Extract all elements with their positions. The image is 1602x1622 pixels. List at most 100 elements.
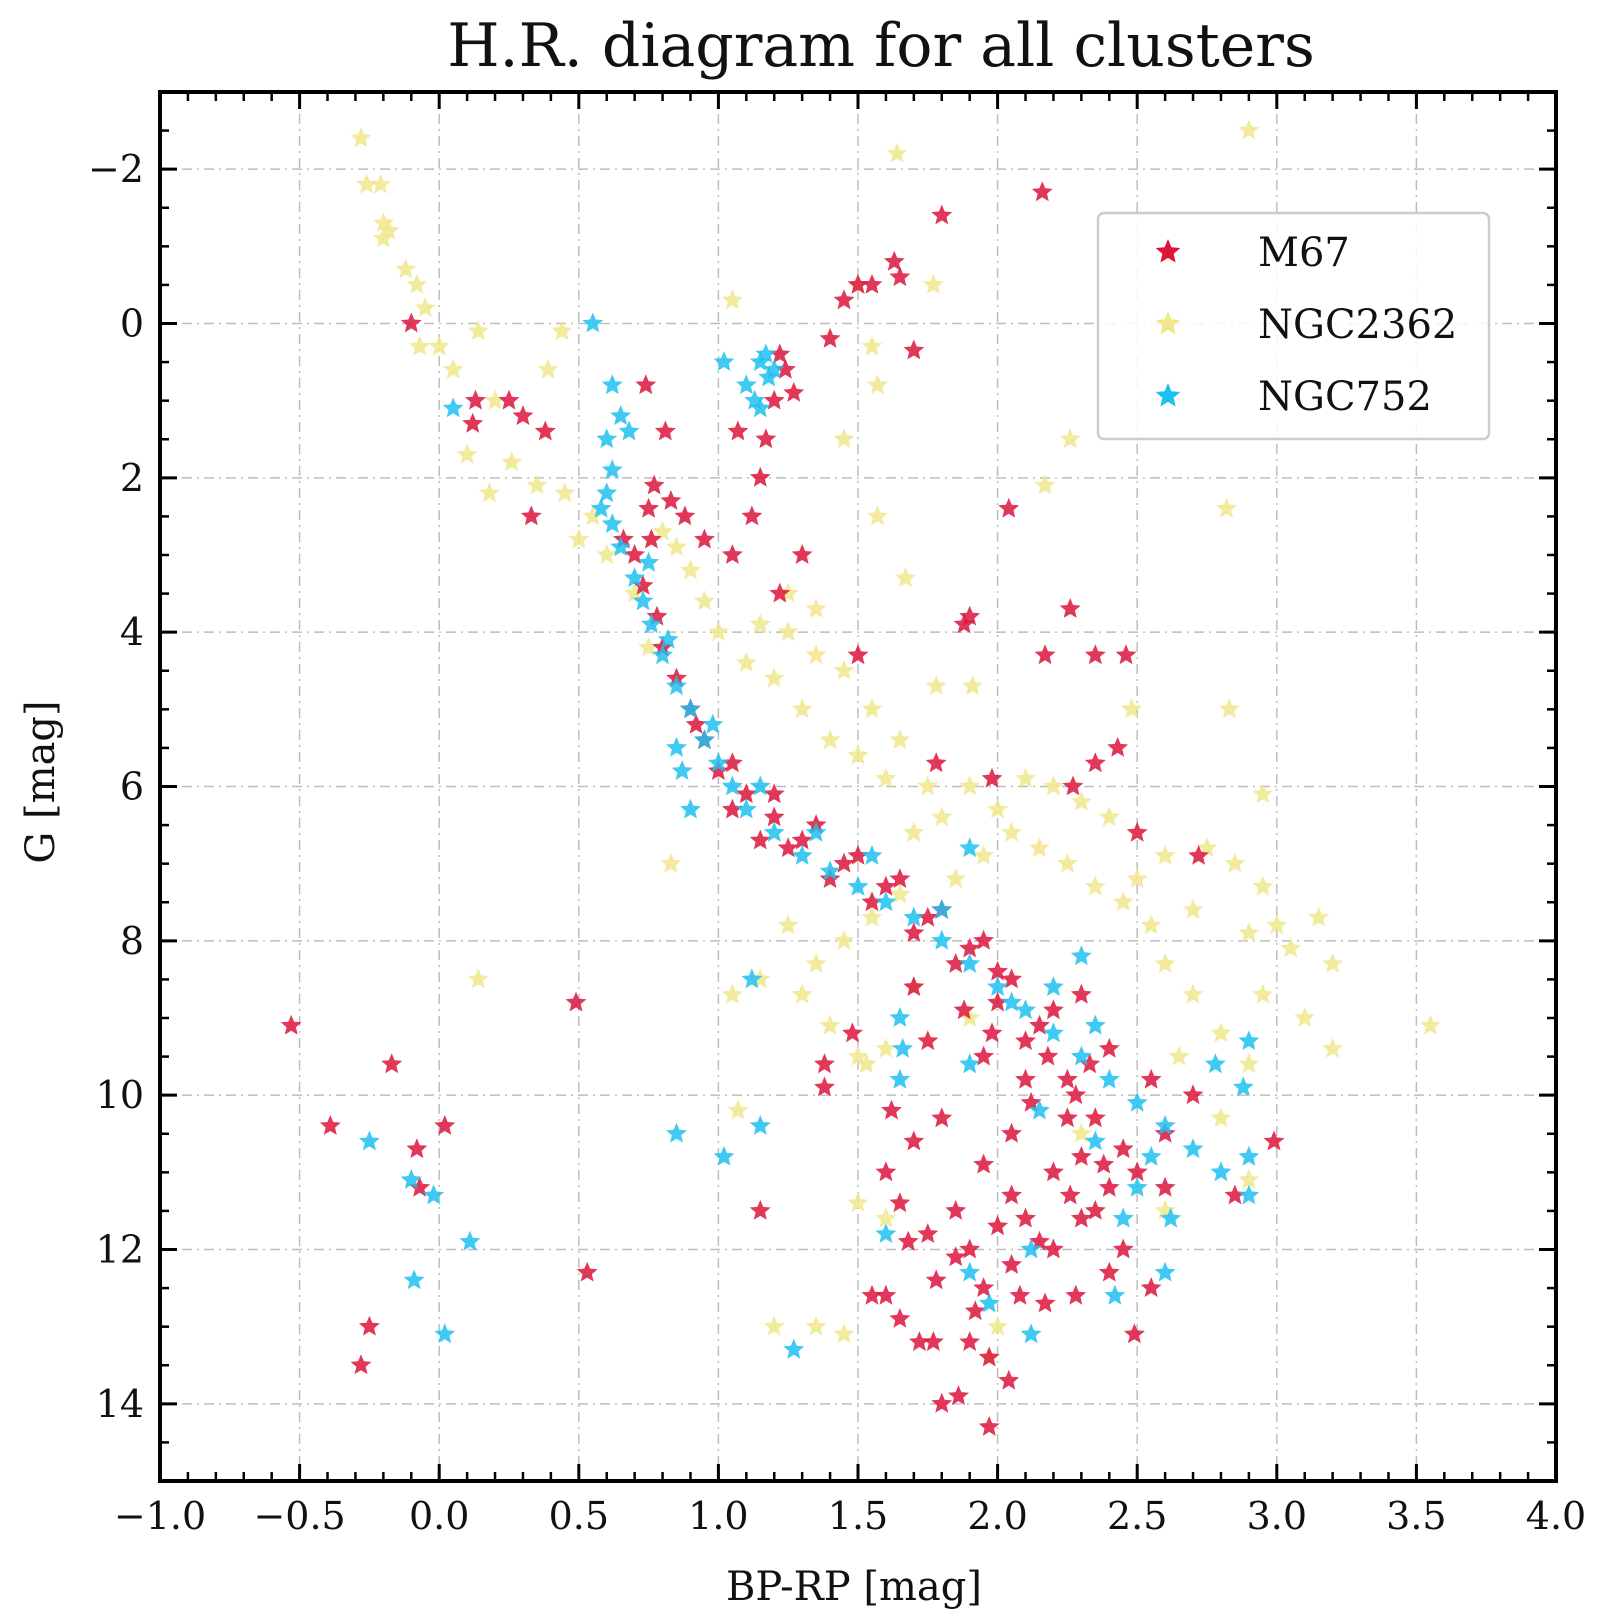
data-point-m67 xyxy=(694,528,715,549)
data-point-ngc2362 xyxy=(680,559,701,580)
data-point-m67 xyxy=(769,343,791,364)
data-point-ngc2362 xyxy=(1140,914,1162,935)
data-point-ngc2362 xyxy=(867,505,888,526)
data-point-m67 xyxy=(883,250,905,271)
data-point-ngc2362 xyxy=(763,1315,785,1336)
data-point-ngc752 xyxy=(783,1338,805,1359)
data-point-m67 xyxy=(964,1300,986,1321)
data-point-ngc2362 xyxy=(847,744,869,765)
data-point-ngc2362 xyxy=(1294,1007,1316,1027)
data-point-ngc2362 xyxy=(791,698,813,719)
data-point-ngc752 xyxy=(1029,1099,1050,1120)
data-point-ngc2362 xyxy=(1056,852,1078,873)
data-point-ngc2362 xyxy=(886,142,908,163)
data-point-m67 xyxy=(721,798,743,819)
data-point-ngc2362 xyxy=(554,482,576,503)
data-point-m67 xyxy=(973,929,995,950)
data-point-ngc2362 xyxy=(1252,875,1274,896)
data-point-ngc752 xyxy=(702,713,724,734)
data-point-ngc2362 xyxy=(666,536,687,557)
data-point-ngc2362 xyxy=(1266,914,1288,935)
data-point-m67 xyxy=(953,613,975,634)
legend-box xyxy=(1096,211,1491,441)
data-point-ngc752 xyxy=(400,1169,422,1189)
data-point-ngc2362 xyxy=(1238,1053,1260,1074)
data-point-m67 xyxy=(1140,1068,1162,1089)
data-point-m67 xyxy=(819,327,841,348)
x-tick-label: 3.5 xyxy=(1386,1494,1446,1538)
data-point-ngc2362 xyxy=(805,953,827,973)
data-point-ngc2362 xyxy=(1059,428,1081,449)
data-point-m67 xyxy=(749,466,771,487)
scatter-points xyxy=(280,119,1441,1436)
data-point-m67 xyxy=(400,312,422,333)
data-point-ngc2362 xyxy=(442,358,464,379)
data-point-ngc752 xyxy=(892,1037,914,1058)
data-point-ngc2362 xyxy=(568,528,590,549)
data-point-m67 xyxy=(319,1115,341,1135)
data-point-m67 xyxy=(280,1014,302,1035)
data-point-ngc752 xyxy=(889,1007,911,1027)
data-point-m67 xyxy=(917,1223,939,1243)
data-point-ngc2362 xyxy=(763,667,785,688)
data-point-ngc752 xyxy=(423,1184,445,1205)
data-point-ngc2362 xyxy=(721,289,743,310)
data-point-m67 xyxy=(1126,821,1148,842)
data-point-ngc752 xyxy=(657,628,679,649)
data-point-ngc2362 xyxy=(409,335,431,356)
data-point-ngc2362 xyxy=(749,613,771,634)
data-point-ngc2362 xyxy=(861,906,883,927)
y-tick-label: 6 xyxy=(120,765,144,809)
data-point-ngc2362 xyxy=(777,621,799,642)
data-point-ngc752 xyxy=(749,775,771,796)
data-point-m67 xyxy=(465,389,486,410)
data-point-ngc2362 xyxy=(356,173,378,194)
data-point-m67 xyxy=(763,783,785,804)
data-point-ngc752 xyxy=(1020,1238,1042,1259)
x-tick-label: 2.0 xyxy=(967,1494,1027,1538)
data-point-m67 xyxy=(749,829,771,850)
data-point-ngc2362 xyxy=(819,729,841,750)
x-tick-label: 2.5 xyxy=(1107,1494,1167,1538)
data-point-m67 xyxy=(978,1346,1000,1367)
data-point-m67 xyxy=(1062,775,1084,796)
data-point-m67 xyxy=(973,1153,995,1174)
data-point-m67 xyxy=(945,1199,967,1220)
data-point-m67 xyxy=(1098,1176,1120,1197)
data-point-m67 xyxy=(777,837,799,858)
data-point-m67 xyxy=(763,389,785,410)
data-point-ngc2362 xyxy=(889,729,911,750)
data-point-ngc752 xyxy=(652,644,673,665)
x-tick-label: 1.0 xyxy=(688,1494,748,1538)
data-point-ngc2362 xyxy=(925,675,947,696)
data-point-ngc752 xyxy=(713,351,735,371)
data-point-ngc752 xyxy=(903,906,925,927)
data-point-m67 xyxy=(1154,1176,1176,1197)
data-point-ngc752 xyxy=(987,976,1009,996)
data-point-ngc752 xyxy=(601,459,623,479)
data-point-ngc2362 xyxy=(1043,775,1064,796)
legend: M67 NGC2362 NGC752 xyxy=(1096,211,1491,441)
data-point-m67 xyxy=(1009,1284,1031,1305)
data-point-m67 xyxy=(833,289,855,310)
data-point-ngc2362 xyxy=(727,1099,749,1120)
data-point-m67 xyxy=(1084,644,1106,665)
data-point-ngc752 xyxy=(763,358,785,379)
data-point-ngc752 xyxy=(640,613,662,634)
data-point-m67 xyxy=(721,544,743,564)
data-point-ngc2362 xyxy=(895,567,916,587)
data-point-m67 xyxy=(632,574,654,595)
data-point-ngc2362 xyxy=(707,621,729,642)
data-point-m67 xyxy=(643,474,665,495)
y-tick-label: 8 xyxy=(120,919,144,963)
data-point-m67 xyxy=(987,960,1009,981)
legend-label-m67: M67 xyxy=(1258,230,1350,276)
data-point-ngc752 xyxy=(666,1122,687,1143)
data-point-ngc752 xyxy=(671,760,693,780)
data-point-ngc2362 xyxy=(652,520,673,541)
data-point-ngc752 xyxy=(713,1145,735,1166)
data-point-ngc2362 xyxy=(875,1207,897,1228)
data-point-m67 xyxy=(1112,1238,1134,1259)
data-point-m67 xyxy=(861,1284,883,1305)
data-point-m67 xyxy=(1001,1184,1022,1205)
